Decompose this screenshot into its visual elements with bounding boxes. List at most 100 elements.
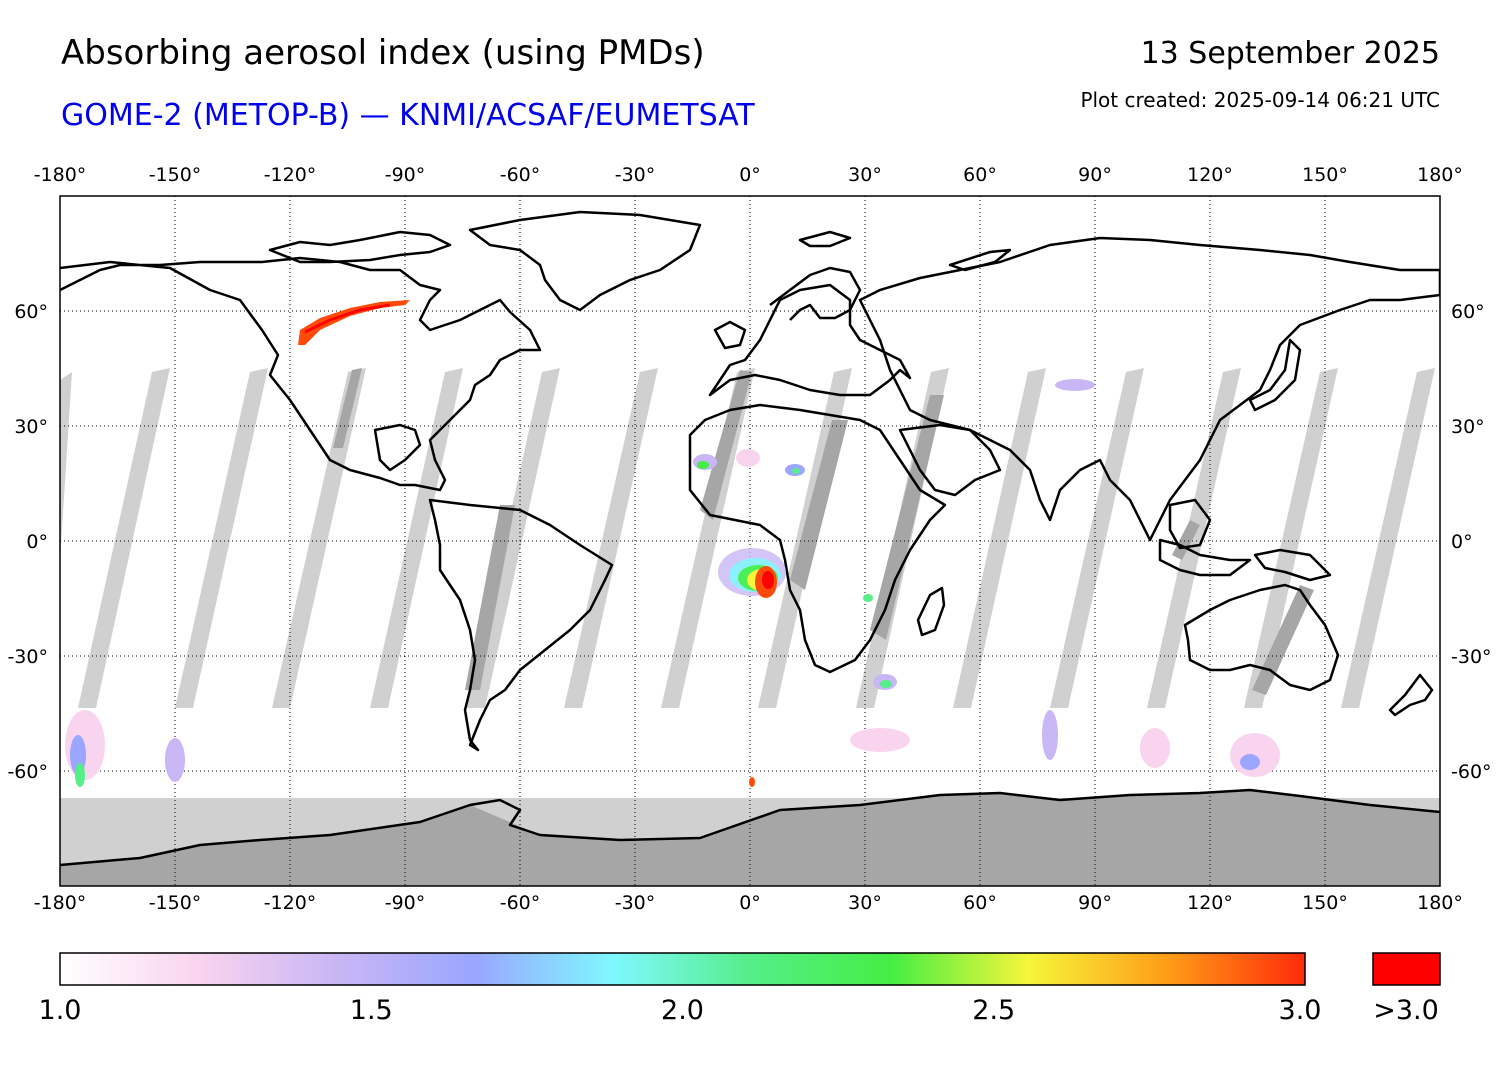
map-panel: -180° -150° -120° -90° -60° -30° 0° 30° 60° 90° 12… (7, 164, 1491, 914)
overlap-regions (60, 368, 1440, 886)
aerosol-cell (792, 468, 800, 474)
longitude-label-bottom: -90° (385, 892, 426, 914)
overlap-region (465, 505, 515, 690)
data-gap-swath (661, 368, 755, 708)
latitude-label-right: -30° (1451, 646, 1492, 668)
aerosol-cell (1240, 754, 1260, 770)
latitude-labels-left: 60° 30° 0° -30° -60° (7, 301, 48, 783)
data-gap-swath (370, 368, 463, 708)
aerosol-cell (304, 303, 391, 334)
colorbar (59, 952, 1441, 986)
longitude-label-bottom: -120° (264, 892, 317, 914)
coastline-europe (708, 283, 912, 397)
colorbar-over-box (1372, 952, 1441, 986)
aerosol-cell (1042, 710, 1058, 760)
coastline-scandinavia (769, 266, 862, 321)
colorbar-tick-label: 1.5 (349, 995, 393, 1026)
longitude-label-bottom: 90° (1078, 892, 1112, 914)
longitude-label-bottom: -30° (615, 892, 656, 914)
colorbar-tick-label: 2.5 (972, 995, 1016, 1026)
aerosol-central-africa (718, 548, 786, 598)
latitude-label-left: 0° (26, 531, 48, 553)
aerosol-cell (850, 728, 910, 752)
data-gap-swath (1244, 368, 1338, 708)
longitude-label-top: -120° (264, 164, 317, 186)
longitude-label-top: 30° (848, 164, 882, 186)
data-gap-swath (60, 372, 72, 560)
coastline-australia (1183, 583, 1340, 692)
longitude-label-top: 180° (1417, 164, 1463, 186)
latitude-labels-right: 60° 30° 0° -30° -60° (1451, 301, 1492, 783)
overlap-region (870, 395, 944, 640)
colorbar-tick-label: 1.0 (38, 995, 82, 1026)
plot-created-timestamp: Plot created: 2025-09-14 06:21 UTC (1080, 88, 1440, 112)
graticule (60, 196, 1440, 886)
coastline-arctic-islands (268, 230, 452, 264)
data-gap-swath (1147, 368, 1241, 708)
latitude-label-right: 60° (1451, 301, 1485, 323)
coastline-new-zealand (1388, 673, 1434, 717)
longitude-label-bottom: -60° (500, 892, 541, 914)
coastline-japan (1248, 338, 1302, 412)
coastline-asia (858, 236, 1440, 542)
overlap-region (333, 368, 362, 448)
longitude-labels-top: -180° -150° -120° -90° -60° -30° 0° 30° 60° 90° 12… (34, 164, 1463, 186)
latitude-label-right: 0° (1451, 531, 1473, 553)
aerosol-cell (75, 763, 85, 787)
overlap-region (790, 420, 848, 590)
aerosol-cell (762, 571, 774, 589)
longitude-label-top: -90° (385, 164, 426, 186)
longitude-label-top: 60° (963, 164, 997, 186)
colorbar-tick-label: 2.0 (661, 995, 704, 1026)
coastline-south-america (428, 498, 614, 752)
map-title: Absorbing aerosol index (using PMDs) (61, 33, 705, 73)
coastline-antarctica (60, 788, 1440, 867)
aerosol-cell (863, 594, 873, 602)
overlap-region (1252, 585, 1314, 695)
latitude-label-left: 30° (14, 416, 48, 438)
longitude-labels-bottom: -180° -150° -120° -90° -60° -30° 0° 30° 60° 90° 12… (34, 892, 1463, 914)
colorbar-scale (59, 952, 1306, 986)
antarctic-overlap-region (60, 790, 1440, 886)
aerosol-canada-plume (298, 300, 410, 345)
longitude-label-top: 150° (1302, 164, 1348, 186)
coastline-madagascar (916, 586, 946, 637)
aerosol-cell (749, 777, 755, 787)
longitude-label-top: -150° (149, 164, 202, 186)
data-gap-swath (272, 368, 366, 708)
aerosol-cell (165, 738, 185, 782)
aerosol-sahara-dust (693, 449, 805, 476)
map-frame (59, 195, 1441, 887)
latitude-label-left: 60° (14, 301, 48, 323)
longitude-label-top: 120° (1187, 164, 1233, 186)
longitude-label-bottom: -180° (34, 892, 87, 914)
aerosol-index-data (65, 300, 1280, 787)
data-gap-swath (78, 368, 170, 708)
longitude-label-bottom: 120° (1187, 892, 1233, 914)
aerosol-cell (65, 710, 105, 780)
coastline-greenland (468, 210, 702, 312)
aerosol-cell (1230, 733, 1280, 777)
aerosol-cell (298, 300, 410, 345)
longitude-label-top: 90° (1078, 164, 1112, 186)
colorbar-tick-label: 3.0 (1278, 995, 1322, 1026)
data-gap-swath (1341, 368, 1435, 708)
longitude-label-top: -60° (500, 164, 541, 186)
longitude-label-bottom: -150° (149, 892, 202, 914)
data-gap-swath (175, 368, 268, 708)
latitude-label-right: -60° (1451, 761, 1492, 783)
aerosol-southern-ocean (65, 379, 1280, 787)
coastline-gulf-of-mexico (373, 423, 422, 472)
coastline-new-guinea (1253, 548, 1332, 582)
aerosol-cell (1140, 728, 1170, 768)
latitude-label-left: -60° (7, 761, 48, 783)
data-gap-swath (1050, 368, 1144, 708)
latitude-label-left: -30° (7, 646, 48, 668)
latitude-label-right: 30° (1451, 416, 1485, 438)
longitude-label-bottom: 30° (848, 892, 882, 914)
aerosol-cell (880, 680, 892, 688)
coastline-borneo (1168, 498, 1212, 550)
coastline-british-isles (713, 320, 747, 350)
aerosol-cell (697, 461, 709, 469)
coastline-indonesia (1158, 538, 1252, 577)
